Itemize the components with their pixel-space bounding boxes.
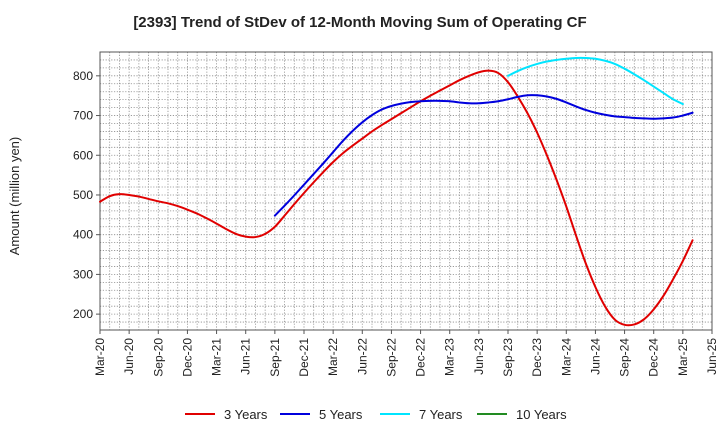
y-tick-label: 200 — [73, 307, 93, 321]
x-tick-label: Dec-21 — [297, 338, 311, 377]
plot-frame — [99, 51, 713, 331]
y-tick-label: 500 — [73, 188, 93, 202]
x-tick-label: Jun-24 — [588, 338, 602, 375]
chart-title: [2393] Trend of StDev of 12-Month Moving… — [133, 14, 587, 31]
x-tick-label: Sep-24 — [618, 338, 632, 377]
x-tick-label: Jun-22 — [355, 338, 369, 375]
series-line-7-years — [507, 56, 684, 106]
y-tick-label: 600 — [73, 148, 93, 162]
x-tick-label: Jun-23 — [472, 338, 486, 375]
y-tick-label: 700 — [73, 109, 93, 123]
x-tick-label: Mar-20 — [93, 338, 107, 376]
x-tick-label: Sep-21 — [268, 338, 282, 377]
series-line-3-years — [99, 69, 694, 327]
y-tick-label: 400 — [73, 228, 93, 242]
x-tick-label: Mar-25 — [676, 338, 690, 376]
x-tick-label: Mar-23 — [443, 338, 457, 376]
x-tick-label: Dec-20 — [180, 338, 194, 377]
x-tick-label: Jun-20 — [122, 338, 136, 375]
legend-label: 7 Years — [419, 407, 463, 422]
x-tick-label: Mar-22 — [326, 338, 340, 376]
y-tick-label: 300 — [73, 267, 93, 281]
plot-area — [100, 52, 712, 330]
y-axis-label: Amount (million yen) — [7, 137, 22, 256]
x-tick-label: Jun-25 — [705, 338, 719, 375]
y-tick-label: 800 — [73, 69, 93, 83]
legend-label: 5 Years — [319, 407, 363, 422]
x-tick-label: Sep-20 — [151, 338, 165, 377]
legend-label: 3 Years — [224, 407, 268, 422]
x-tick-label: Sep-23 — [501, 338, 515, 377]
x-tick-label: Mar-24 — [559, 338, 573, 376]
x-tick-label: Dec-22 — [414, 338, 428, 377]
series-line-5-years — [273, 94, 694, 217]
legend-label: 10 Years — [516, 407, 567, 422]
x-tick-label: Dec-23 — [530, 338, 544, 377]
x-tick-label: Jun-21 — [239, 338, 253, 375]
x-tick-label: Mar-21 — [210, 338, 224, 376]
x-tick-label: Sep-22 — [384, 338, 398, 377]
x-tick-label: Dec-24 — [647, 338, 661, 377]
